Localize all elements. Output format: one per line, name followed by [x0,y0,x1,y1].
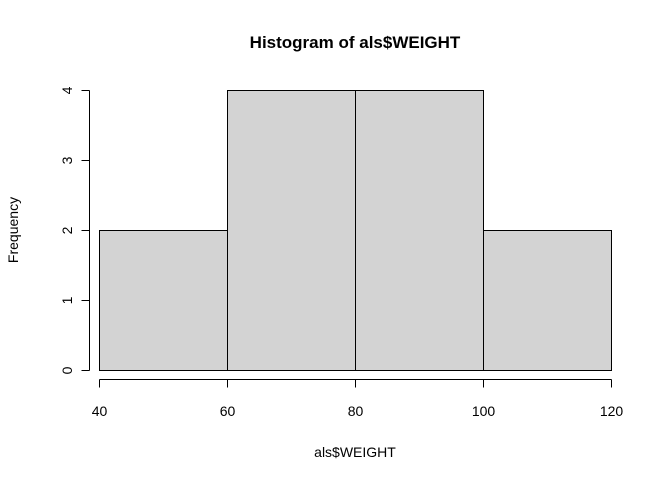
x-tick-label-60: 60 [220,403,236,419]
x-axis-label: als$WEIGHT [314,444,396,460]
y-tick-label-0: 0 [59,366,75,374]
histogram-bar-1 [227,90,356,371]
chart-title: Histogram of als$WEIGHT [250,33,461,52]
x-tick-label-100: 100 [472,403,496,419]
y-tick-label-2: 2 [59,226,75,234]
x-axis: 40 60 80 100 120 [92,379,624,419]
x-tick-label-40: 40 [92,403,108,419]
x-tick-label-120: 120 [600,403,624,419]
y-axis-label: Frequency [5,197,21,263]
y-tick-label-1: 1 [59,296,75,304]
histogram-bar-2 [355,90,484,371]
y-tick-label-4: 4 [59,86,75,94]
y-tick-label-3: 3 [59,156,75,164]
x-tick-label-80: 80 [348,403,364,419]
histogram-bar-0 [99,230,228,371]
y-axis: 0 1 2 3 4 [59,86,90,374]
histogram-bar-3 [483,230,612,371]
bars-group [99,90,612,371]
